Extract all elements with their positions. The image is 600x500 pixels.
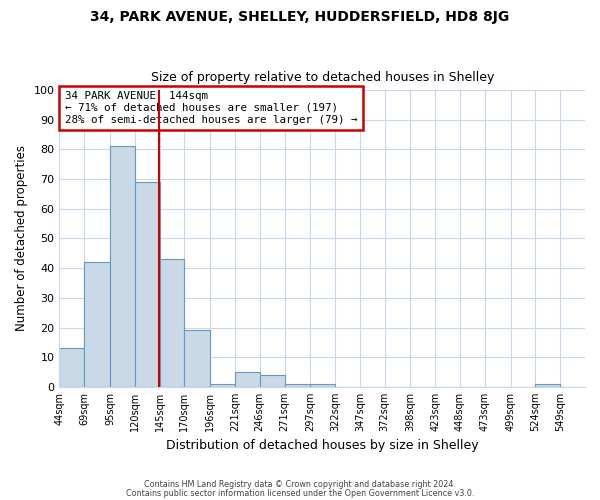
Text: 34, PARK AVENUE, SHELLEY, HUDDERSFIELD, HD8 8JG: 34, PARK AVENUE, SHELLEY, HUDDERSFIELD, … [91, 10, 509, 24]
Bar [110, 146, 135, 387]
Bar [235, 372, 260, 387]
Bar [284, 384, 310, 387]
Bar [160, 259, 184, 387]
Bar [535, 384, 560, 387]
Bar [210, 384, 235, 387]
Title: Size of property relative to detached houses in Shelley: Size of property relative to detached ho… [151, 72, 494, 85]
Text: 34 PARK AVENUE: 144sqm
← 71% of detached houses are smaller (197)
28% of semi-de: 34 PARK AVENUE: 144sqm ← 71% of detached… [65, 92, 357, 124]
Bar [260, 375, 284, 387]
Text: Contains HM Land Registry data © Crown copyright and database right 2024.: Contains HM Land Registry data © Crown c… [144, 480, 456, 489]
Y-axis label: Number of detached properties: Number of detached properties [15, 146, 28, 332]
Bar [135, 182, 160, 387]
Text: Contains public sector information licensed under the Open Government Licence v3: Contains public sector information licen… [126, 488, 474, 498]
Bar [59, 348, 84, 387]
Bar [84, 262, 110, 387]
Bar [184, 330, 210, 387]
Bar [310, 384, 335, 387]
X-axis label: Distribution of detached houses by size in Shelley: Distribution of detached houses by size … [166, 440, 479, 452]
